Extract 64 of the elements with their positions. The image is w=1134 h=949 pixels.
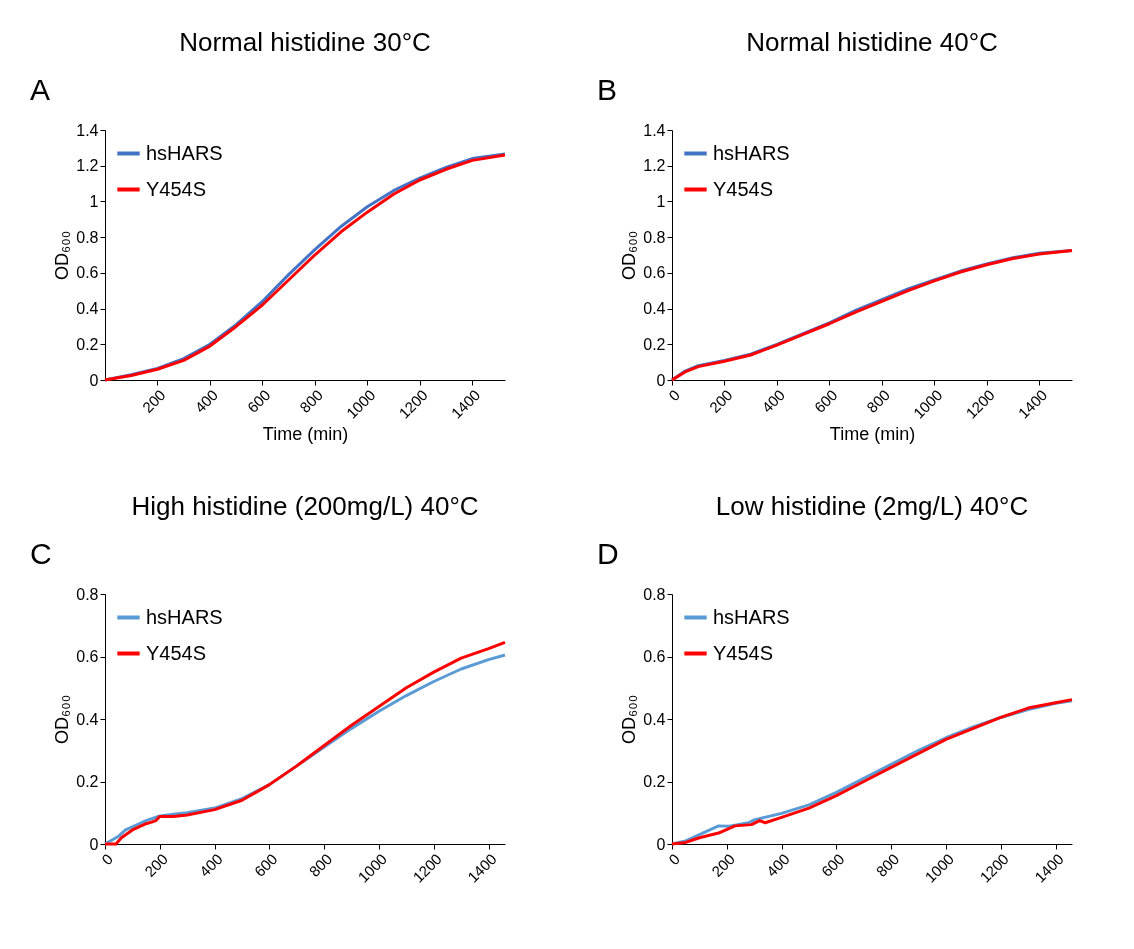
y-tick-label: 1.4 xyxy=(643,121,666,139)
text: D xyxy=(597,537,619,570)
x-tick-label: 200 xyxy=(141,850,171,880)
x-tick-label: 400 xyxy=(762,850,793,880)
y-tick-label: 0.6 xyxy=(76,264,99,282)
x-tick-label: 600 xyxy=(817,850,848,880)
y-axis-title: OD₆₀₀ xyxy=(619,230,640,281)
y-tick-label: 0.4 xyxy=(76,710,99,728)
y-tick-label: 0 xyxy=(656,835,666,853)
y-tick-label: 1.4 xyxy=(76,121,99,139)
x-tick-label: 600 xyxy=(810,386,841,416)
legend-label: hsHARS xyxy=(713,605,790,628)
x-tick-label: 600 xyxy=(243,386,274,416)
x-tick-label: 400 xyxy=(195,850,226,880)
y-tick-label: 0.2 xyxy=(76,335,99,353)
y-tick-label: 1 xyxy=(89,192,99,210)
x-tick-label: 400 xyxy=(758,386,789,416)
x-tick-label: 200 xyxy=(705,386,736,416)
y-tick-label: 0.8 xyxy=(76,228,99,246)
text: A xyxy=(30,73,51,106)
legend-label: Y454S xyxy=(713,177,774,200)
y-tick-label: 1.2 xyxy=(643,157,666,175)
legend-label: Y454S xyxy=(713,641,774,664)
x-axis-title: Time (min) xyxy=(829,423,916,444)
x-axis-title: Time (min) xyxy=(262,423,349,444)
chart-title: Low histidine (2mg/L) 40°C xyxy=(715,491,1029,521)
y-tick-label: 0.8 xyxy=(643,228,666,246)
text: C xyxy=(30,537,52,570)
legend-label: hsHARS xyxy=(146,605,223,628)
y-tick-label: 0.8 xyxy=(643,585,666,603)
y-axis-title: OD₆₀₀ xyxy=(619,694,640,745)
y-tick-label: 0.6 xyxy=(643,264,666,282)
chart-title: Normal histidine 40°C xyxy=(746,27,998,57)
y-axis-title: OD₆₀₀ xyxy=(52,694,73,745)
y-tick-label: 0.6 xyxy=(643,648,666,665)
x-tick-label: 400 xyxy=(191,386,222,416)
y-tick-label: 1.2 xyxy=(76,157,99,175)
x-tick-label: 200 xyxy=(708,850,738,880)
y-tick-label: 0 xyxy=(656,371,666,389)
x-tick-label: 800 xyxy=(305,850,336,880)
x-tick-label: 200 xyxy=(138,386,169,416)
y-tick-label: 0.2 xyxy=(643,335,666,353)
y-tick-label: 0.2 xyxy=(76,773,99,790)
chart-title: Normal histidine 30°C xyxy=(179,27,431,57)
x-tick-label: 800 xyxy=(872,850,903,880)
x-tick-label: 800 xyxy=(296,386,326,416)
x-tick-label: 800 xyxy=(863,386,893,416)
y-tick-label: 1 xyxy=(656,192,666,210)
legend-label: Y454S xyxy=(146,177,207,200)
y-tick-label: 0.2 xyxy=(643,773,666,790)
x-tick-label: 600 xyxy=(250,850,281,880)
y-tick-label: 0.4 xyxy=(76,300,99,318)
chart-title: High histidine (200mg/L) 40°C xyxy=(131,491,479,521)
y-tick-label: 0.4 xyxy=(643,300,666,318)
legend-label: Y454S xyxy=(146,641,207,664)
y-tick-label: 0 xyxy=(89,371,99,389)
y-tick-label: 0 xyxy=(89,835,99,853)
y-tick-label: 0.8 xyxy=(76,585,99,603)
y-tick-label: 0.4 xyxy=(643,710,666,728)
legend-label: hsHARS xyxy=(713,141,790,164)
legend-label: hsHARS xyxy=(146,141,223,164)
text: B xyxy=(597,73,618,106)
y-tick-label: 0.6 xyxy=(76,648,99,665)
y-axis-title: OD₆₀₀ xyxy=(52,230,73,281)
